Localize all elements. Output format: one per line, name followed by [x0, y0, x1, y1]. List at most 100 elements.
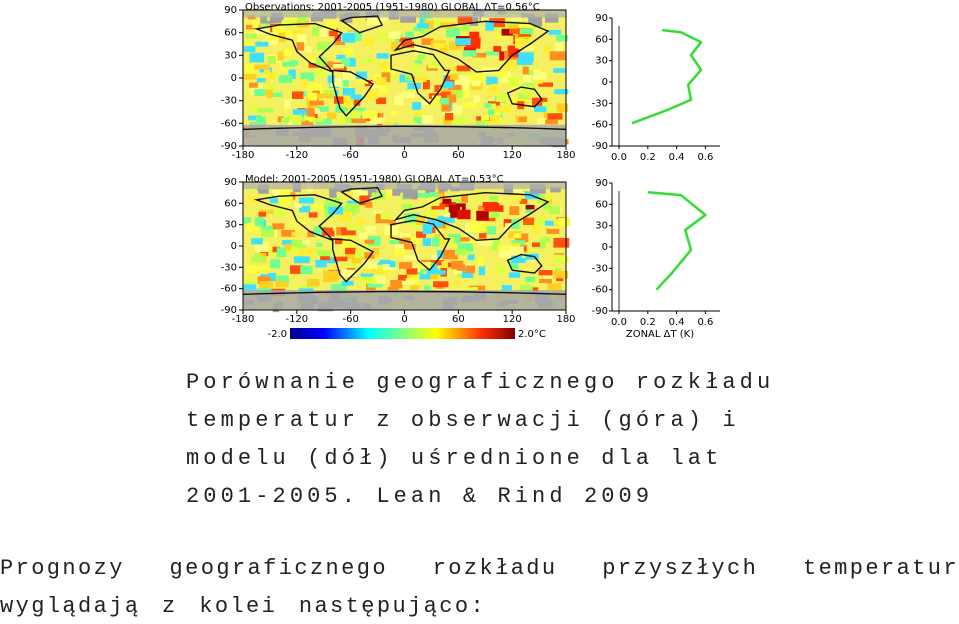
continent-outline: [332, 238, 375, 283]
map-cell: [456, 74, 471, 84]
zonal-x-label: ZONAL ΔT (K): [626, 329, 694, 340]
map-cell: [460, 237, 470, 242]
map-cell: [325, 197, 341, 207]
map-cell: [556, 103, 568, 112]
map-cell: [380, 259, 392, 265]
map-cell: [421, 100, 430, 106]
map-cell: [305, 56, 319, 67]
map-cell: [246, 222, 259, 233]
map-cell: [362, 261, 378, 270]
map-cell: [405, 73, 413, 81]
map-cell: [446, 94, 457, 103]
map-lat-tick-label: -90: [221, 305, 237, 316]
map-lon-tick-label: -60: [342, 150, 358, 161]
map-cell: [360, 58, 375, 64]
map-cell: [531, 242, 541, 247]
map-cell: [389, 261, 396, 268]
map-cell: [378, 15, 389, 22]
map-cell: [547, 113, 563, 120]
zonal-y-tick-label: 0: [602, 77, 608, 88]
map-cell: [407, 82, 421, 90]
map-cell: [276, 247, 287, 258]
map-lon-tick-label: -180: [232, 314, 255, 325]
map-cell: [342, 88, 355, 96]
map-cell: [473, 95, 481, 104]
continent-outline: [253, 194, 343, 241]
map-cell: [403, 189, 418, 199]
map-cell: [388, 31, 401, 39]
map-cell: [244, 63, 254, 74]
map-cell: [338, 116, 345, 126]
map-cell: [351, 254, 362, 264]
map-cell: [476, 210, 489, 221]
map-cell: [481, 114, 490, 121]
map-cell: [485, 20, 494, 31]
map-cell: [557, 217, 571, 227]
map-cell: [340, 206, 356, 216]
map-cell: [522, 66, 529, 75]
map-cell: [547, 283, 562, 293]
zonal-y-tick-label: 90: [595, 13, 608, 24]
map-cell: [458, 264, 473, 269]
map-cell: [308, 212, 318, 218]
map-cell: [401, 204, 414, 211]
map-cell: [458, 243, 474, 252]
map-cell: [249, 52, 265, 63]
map-cell: [456, 264, 466, 271]
map-cell: [309, 100, 324, 106]
map-cell: [422, 272, 439, 279]
map-cell: [441, 102, 451, 112]
map-cell: [523, 74, 532, 83]
map-cell: [419, 261, 432, 269]
map-cell: [282, 30, 294, 37]
map-cell: [376, 97, 387, 105]
map-cell: [391, 41, 402, 52]
map-cell: [399, 37, 412, 44]
map-cell: [419, 273, 431, 280]
map-cell: [279, 190, 290, 199]
map-cell: [442, 198, 452, 204]
map-lon-tick-label: 180: [556, 150, 575, 161]
zonal-x-tick-label: 0.4: [669, 317, 685, 328]
map-cell: [357, 219, 366, 224]
map-cell: [449, 41, 463, 50]
map-cell: [507, 45, 516, 51]
map-cell: [269, 72, 277, 80]
continent-outline: [332, 69, 375, 117]
map-cell: [326, 20, 337, 31]
map-cell: [320, 254, 330, 261]
map-cell: [302, 240, 311, 245]
antarctica-outline: [242, 290, 567, 296]
map-cell: [455, 38, 471, 46]
map-cell: [346, 264, 361, 270]
map-cell: [259, 209, 275, 214]
map-cell: [553, 68, 566, 73]
map-cell: [299, 45, 312, 53]
map-cell: [298, 197, 314, 204]
map-cell: [472, 52, 487, 58]
map-lon-tick-label: 180: [556, 314, 575, 325]
map-cell: [414, 60, 422, 65]
map-cell: [414, 192, 430, 198]
figure: Observations: 2001-2005 (1951-1980) GLOB…: [221, 2, 720, 340]
map-cell: [356, 79, 369, 84]
map-cell: [333, 63, 344, 69]
map-cell: [301, 78, 308, 88]
map-cell: [251, 238, 263, 245]
map-cell: [336, 227, 347, 236]
map-cell: [308, 248, 319, 253]
map-cell: [290, 240, 307, 249]
map-cell: [273, 208, 287, 216]
map-cell: [469, 73, 486, 84]
map-cell: [291, 29, 306, 35]
map-cell: [553, 237, 570, 248]
map-cell: [264, 69, 271, 75]
map-cell: [285, 246, 299, 255]
map-cell: [362, 189, 377, 198]
map-cell: [376, 53, 389, 59]
map-lat-tick-label: 30: [224, 50, 237, 61]
map-cell: [245, 88, 254, 94]
map-cell: [432, 95, 442, 104]
zonal-y-tick-label: 0: [602, 242, 608, 253]
map-cell: [373, 268, 389, 274]
